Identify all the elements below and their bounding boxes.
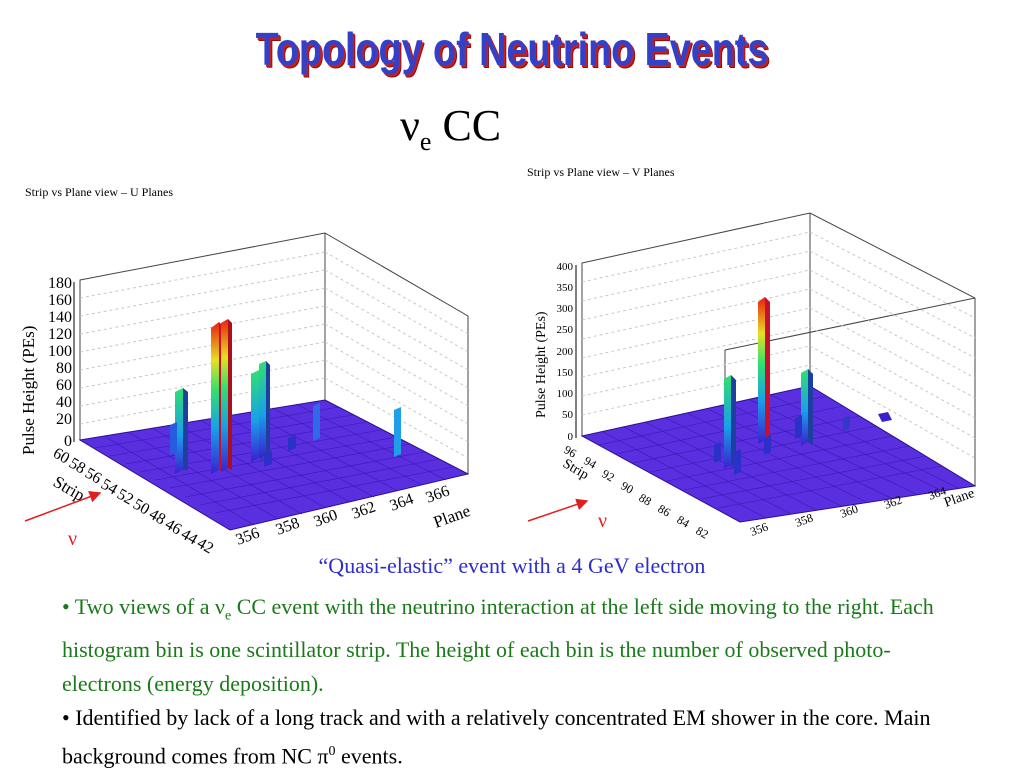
v-strip-tick: 84: [675, 512, 692, 530]
u-z-tick: 100: [48, 343, 72, 360]
slide-subtitle: νe CC: [400, 100, 580, 157]
u-plane-axis-label: Plane: [431, 501, 473, 532]
u-panel-title: Strip vs Plane view – U Planes: [25, 185, 173, 199]
v-strip-tick: 82: [694, 523, 711, 541]
u-strip-tick: 58: [66, 455, 88, 478]
u-strip-tick: 42: [194, 535, 216, 558]
u-strip-tick: 48: [146, 506, 168, 529]
figure-caption: “Quasi-elastic” event with a 4 GeV elect…: [318, 553, 706, 578]
v-z-tick: 0: [568, 431, 574, 443]
v-plane-tick: 360: [838, 502, 860, 521]
v-strip-tick: 90: [619, 478, 636, 496]
nu-symbol: ν: [400, 101, 420, 150]
u-plane-tick: 362: [350, 499, 378, 523]
slide-title: Topology of Neutrino Events: [255, 23, 769, 75]
bullet2-rest: events.: [335, 743, 403, 769]
v-z-tick: 50: [562, 409, 574, 421]
bullet-list: • Two views of a νe CC event with the ne…: [62, 590, 962, 774]
v-plane-tick: 362: [882, 493, 904, 512]
u-z-tick: 60: [56, 377, 72, 394]
subtitle-subscript: e: [419, 126, 432, 156]
u-z-tick: 40: [56, 394, 72, 411]
u-z-tick: 20: [56, 411, 72, 428]
u-z-tick: 160: [48, 292, 72, 309]
v-panel-title: Strip vs Plane view – V Planes: [527, 165, 675, 179]
u-z-tick: 180: [48, 275, 72, 292]
u-strip-tick: 54: [98, 476, 120, 499]
nu-symbol: ν: [215, 594, 225, 619]
u-z-tick: 80: [56, 360, 72, 377]
bullet-item: • Two views of a νe CC event with the ne…: [62, 590, 962, 701]
v-z-tick: 400: [557, 261, 574, 273]
v-z-tick: 250: [557, 324, 574, 336]
u-plane-tick: 364: [388, 491, 416, 515]
v-plane-tick: 356: [748, 520, 770, 539]
v-z-tick: 350: [557, 282, 574, 294]
subtitle-rest: CC: [431, 101, 502, 150]
v-z-tick: 300: [557, 303, 574, 315]
u-z-tick: 120: [48, 326, 72, 343]
u-strip-tick: 46: [162, 516, 184, 539]
v-z-tick: 100: [557, 388, 574, 400]
v-strip-tick: 92: [600, 466, 617, 484]
v-neutrino-label: ν: [598, 510, 607, 532]
u-strip-tick: 50: [130, 496, 152, 519]
v-plane-tick: 358: [793, 511, 815, 530]
bullet1-text: CC event with the neutrino interaction a…: [62, 594, 934, 697]
bullet1-prefix: • Two views of a: [62, 594, 216, 619]
u-neutrino-label: ν: [68, 528, 77, 550]
u-view-histogram: 180 160 140 120 100 80 60 40 20 0 Pulse …: [19, 232, 473, 558]
u-plane-tick: 366: [424, 483, 452, 507]
u-strip-tick: 56: [82, 465, 104, 488]
nu-subscript: e: [224, 608, 232, 624]
u-strip-tick: 52: [114, 486, 136, 509]
v-z-tick: 200: [557, 346, 574, 358]
u-z-axis-label: Pulse Height (PEs): [19, 326, 38, 455]
v-view-histogram: 400 350 300 250 200 150 100 50 0 Pulse H…: [527, 212, 977, 542]
u-strip-tick: 44: [178, 526, 200, 549]
v-neutrino-arrow: [527, 498, 589, 522]
v-strip-tick: 86: [656, 501, 673, 519]
v-strip-tick: 88: [637, 490, 654, 508]
bullet2-text: • Identified by lack of a long track and…: [62, 705, 931, 769]
pi-superscript: 0: [328, 744, 336, 760]
u-z-tick: 140: [48, 309, 72, 326]
v-z-tick: 150: [557, 367, 574, 379]
u-strip-tick: 60: [50, 445, 72, 468]
v-z-axis-label: Pulse Height (PEs): [534, 311, 549, 418]
v-plane-tick: 364: [926, 484, 948, 503]
u-z-tick: 0: [64, 433, 72, 450]
bullet-item: • Identified by lack of a long track and…: [62, 701, 962, 773]
u-neutrino-arrow: [24, 491, 102, 522]
pi-symbol: π: [317, 743, 329, 769]
